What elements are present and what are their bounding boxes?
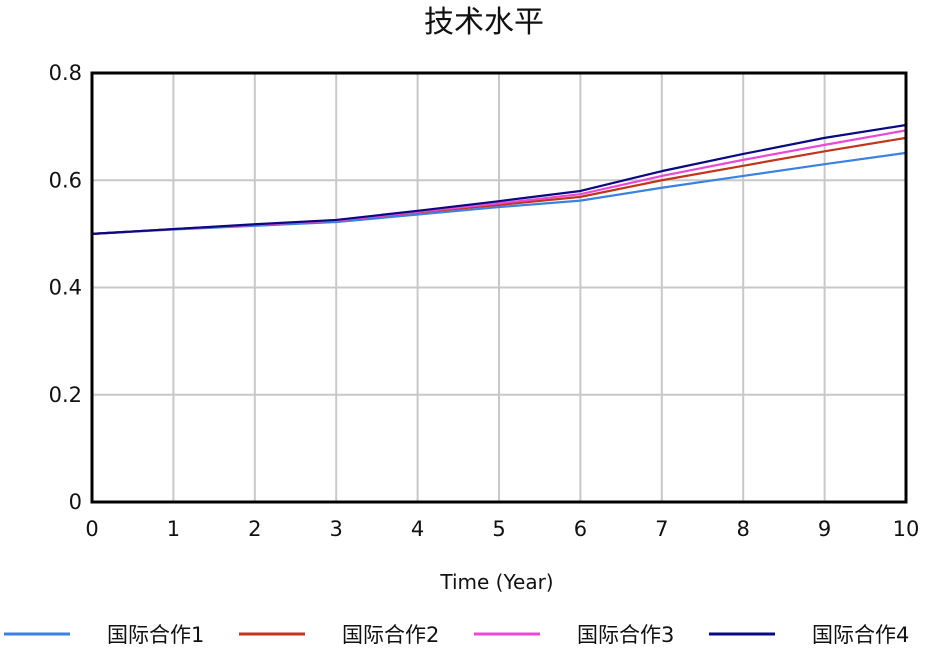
- x-tick-label: 10: [893, 517, 920, 541]
- y-tick-label: 0: [69, 490, 82, 514]
- legend-label-3: 国际合作3: [577, 623, 674, 647]
- y-tick-labels: 0 0.2 0.4 0.6 0.8: [49, 61, 82, 514]
- chart-title: 技术水平: [424, 5, 544, 40]
- x-tick-label: 2: [248, 517, 261, 541]
- legend-label-4: 国际合作4: [812, 623, 909, 647]
- series-lines: [90, 123, 908, 235]
- x-tick-labels: 0 1 2 3 4 5 6 7 8 9 10: [85, 517, 919, 541]
- legend-label-1: 国际合作1: [107, 623, 204, 647]
- legend-label-2: 国际合作2: [342, 623, 439, 647]
- y-tick-label: 0.4: [49, 276, 82, 300]
- y-tick-label: 0.2: [49, 383, 82, 407]
- x-tick-label: 7: [655, 517, 668, 541]
- grid-lines: [91, 72, 907, 503]
- legend: 国际合作1 国际合作2 国际合作3 国际合作4: [4, 623, 909, 647]
- x-tick-label: 8: [737, 517, 750, 541]
- x-axis-label: Time (Year): [439, 570, 553, 594]
- x-tick-label: 4: [411, 517, 424, 541]
- x-tick-label: 5: [492, 517, 505, 541]
- y-tick-label: 0.8: [49, 61, 82, 85]
- plot-frame: [90, 71, 908, 504]
- x-tick-label: 6: [574, 517, 587, 541]
- series-line-4: [90, 123, 908, 235]
- x-tick-label: 9: [818, 517, 831, 541]
- x-tick-label: 3: [330, 517, 343, 541]
- y-tick-label: 0.6: [49, 168, 82, 192]
- x-tick-label: 0: [85, 517, 98, 541]
- x-tick-label: 1: [167, 517, 180, 541]
